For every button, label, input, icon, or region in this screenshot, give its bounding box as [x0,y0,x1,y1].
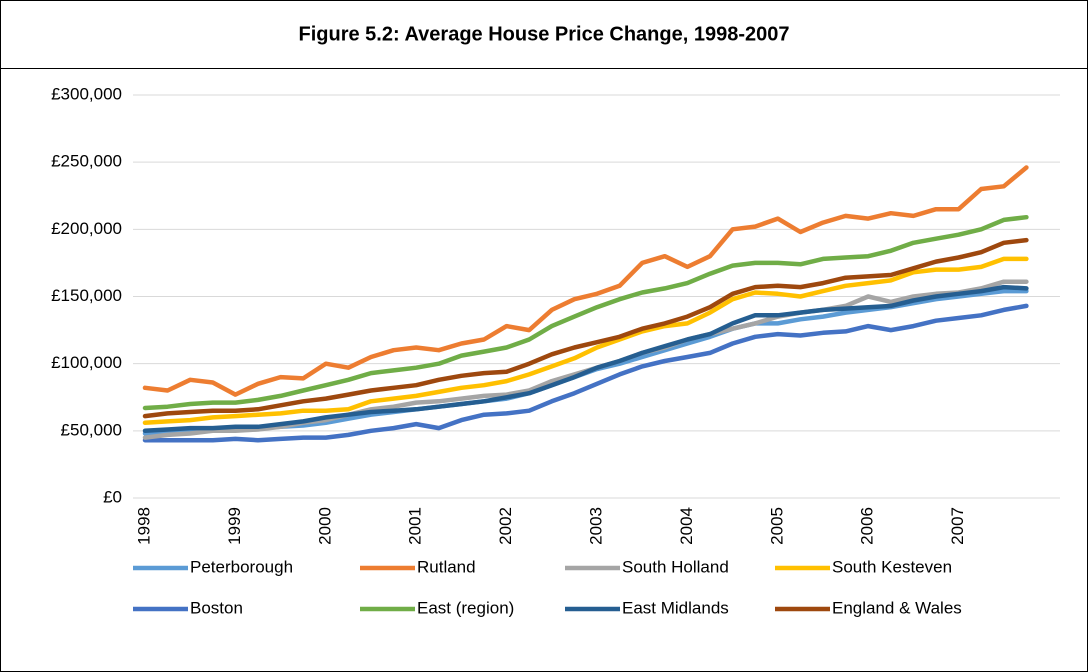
legend-label: South Kesteven [832,557,952,576]
y-tick-label: £100,000 [51,353,122,372]
legend-label: East (region) [417,598,514,617]
x-tick-label: 2004 [677,507,696,545]
y-tick-label: £300,000 [51,84,122,103]
y-tick-label: £0 [103,487,122,506]
y-tick-label: £200,000 [51,219,122,238]
x-tick-label: 2002 [496,507,515,545]
x-tick-label: 2000 [315,507,334,545]
x-tick-label: 2007 [948,507,967,545]
y-tick-label: £150,000 [51,286,122,305]
y-tick-label: £50,000 [61,420,122,439]
series-line [142,256,1029,426]
x-tick-label: 1998 [134,507,153,545]
series-line [142,284,1029,434]
x-tick-label: 2003 [586,507,605,545]
legend-label: England & Wales [832,598,962,617]
series-line [142,303,1029,443]
x-tick-label: 1999 [225,507,244,545]
series-line [142,165,1029,397]
legend-label: Peterborough [190,557,293,576]
x-tick-label: 2006 [858,507,877,545]
x-tick-label: 2005 [767,507,786,545]
series-line [142,237,1029,419]
y-tick-label: £250,000 [51,152,122,171]
legend-label: Rutland [417,557,476,576]
x-tick-label: 2001 [406,507,425,545]
series-line [142,214,1029,411]
legend-label: Boston [190,598,243,617]
legend-label: East Midlands [622,598,729,617]
chart-title: Figure 5.2: Average House Price Change, … [299,23,790,45]
legend-label: South Holland [622,557,729,576]
